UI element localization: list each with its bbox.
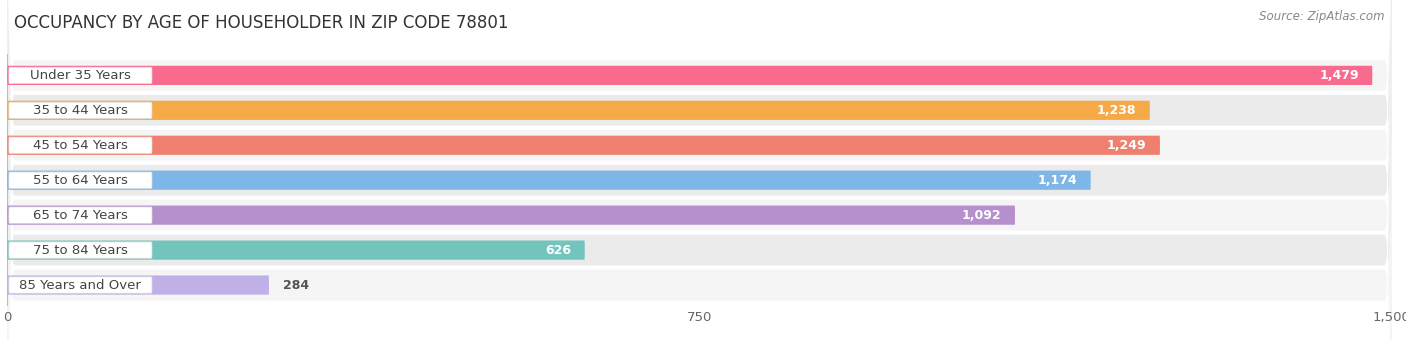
FancyBboxPatch shape <box>7 0 1392 340</box>
FancyBboxPatch shape <box>8 137 152 153</box>
FancyBboxPatch shape <box>8 102 152 118</box>
Text: 65 to 74 Years: 65 to 74 Years <box>32 209 128 222</box>
FancyBboxPatch shape <box>8 172 152 188</box>
Text: Under 35 Years: Under 35 Years <box>30 69 131 82</box>
FancyBboxPatch shape <box>7 0 1392 340</box>
Text: 626: 626 <box>546 243 571 257</box>
FancyBboxPatch shape <box>7 0 1392 340</box>
FancyBboxPatch shape <box>7 136 1160 155</box>
FancyBboxPatch shape <box>7 171 1091 190</box>
Text: 85 Years and Over: 85 Years and Over <box>20 278 142 291</box>
FancyBboxPatch shape <box>8 207 152 223</box>
FancyBboxPatch shape <box>7 66 1372 85</box>
Text: 55 to 64 Years: 55 to 64 Years <box>32 174 128 187</box>
FancyBboxPatch shape <box>7 206 1015 225</box>
Text: 1,479: 1,479 <box>1319 69 1358 82</box>
FancyBboxPatch shape <box>8 67 152 84</box>
Text: 45 to 54 Years: 45 to 54 Years <box>32 139 128 152</box>
Text: 1,174: 1,174 <box>1038 174 1077 187</box>
Text: 75 to 84 Years: 75 to 84 Years <box>32 243 128 257</box>
Text: Source: ZipAtlas.com: Source: ZipAtlas.com <box>1260 10 1385 23</box>
Text: OCCUPANCY BY AGE OF HOUSEHOLDER IN ZIP CODE 78801: OCCUPANCY BY AGE OF HOUSEHOLDER IN ZIP C… <box>14 14 509 32</box>
Text: 284: 284 <box>283 278 309 291</box>
FancyBboxPatch shape <box>7 101 1150 120</box>
FancyBboxPatch shape <box>8 277 152 293</box>
FancyBboxPatch shape <box>8 242 152 258</box>
Text: 1,249: 1,249 <box>1107 139 1146 152</box>
FancyBboxPatch shape <box>7 21 1392 340</box>
FancyBboxPatch shape <box>7 0 1392 340</box>
FancyBboxPatch shape <box>7 240 585 260</box>
FancyBboxPatch shape <box>7 275 269 295</box>
Text: 1,092: 1,092 <box>962 209 1001 222</box>
Text: 1,238: 1,238 <box>1097 104 1136 117</box>
FancyBboxPatch shape <box>7 0 1392 340</box>
FancyBboxPatch shape <box>7 0 1392 340</box>
Text: 35 to 44 Years: 35 to 44 Years <box>32 104 128 117</box>
